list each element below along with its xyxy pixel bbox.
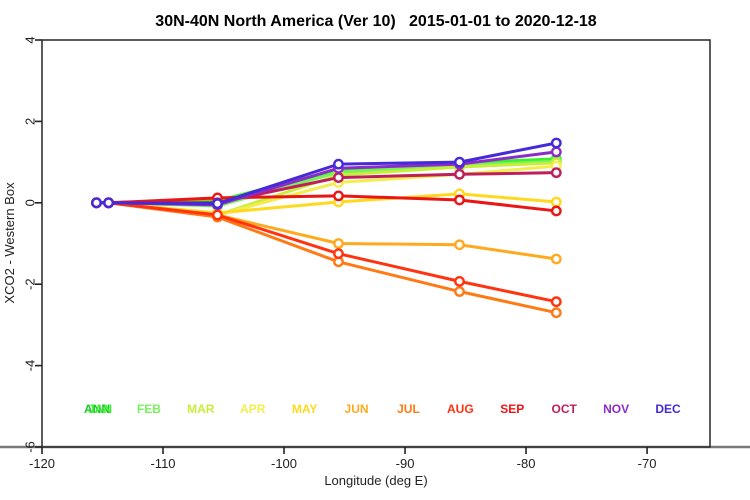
data-point [212, 209, 223, 221]
data-point [550, 253, 562, 265]
data-point [550, 167, 562, 179]
legend-label-jul: JUL [397, 402, 420, 416]
series-aug [91, 197, 562, 308]
series-line-aug [94, 201, 558, 304]
y-tick-label: 0 [22, 199, 37, 206]
y-axis-label: XCO2 - Western Box [2, 182, 17, 304]
data-point [333, 158, 344, 170]
chart-title: 30N-40N North America (Ver 10) 2015-01-0… [155, 13, 597, 30]
x-axis-label: Longitude (deg E) [324, 473, 427, 488]
y-tick-label: -6 [22, 441, 37, 453]
legend-label-oct: OCT [552, 402, 578, 416]
series-line-jul [94, 201, 558, 315]
data-point [454, 168, 465, 180]
legend-label-aug: AUG [447, 402, 474, 416]
data-point [91, 197, 102, 209]
y-tick-label: 2 [22, 118, 37, 125]
data-point [454, 156, 465, 168]
data-point [333, 238, 344, 249]
legend-label-apr: APR [240, 402, 266, 416]
series-jul [91, 197, 562, 319]
data-point [333, 172, 344, 183]
legend-label-nov: NOV [603, 402, 629, 416]
y-tick-label: 4 [22, 36, 37, 43]
data-point [333, 190, 344, 202]
data-point [103, 197, 114, 209]
data-point [550, 205, 562, 217]
data-point [454, 275, 465, 287]
legend-label-feb: FEB [137, 402, 161, 416]
data-point [454, 239, 465, 251]
data-point [550, 196, 562, 208]
legend-label-may: MAY [292, 402, 318, 416]
y-tick-label: -4 [22, 360, 37, 372]
data-point [550, 307, 562, 319]
data-point [550, 296, 562, 308]
axis-ticks: -120 -110 -100 -90 -80 -70 -6 -4 -2 0 2 4 [22, 36, 656, 471]
x-tick-label: -90 [396, 456, 415, 471]
legend-label-jun: JUN [345, 402, 369, 416]
x-tick-label: -70 [638, 456, 657, 471]
data-point [454, 286, 465, 297]
legend-label-jan: JAN [88, 402, 112, 416]
data-point [550, 146, 562, 158]
plot-box [41, 39, 711, 448]
y-tick-label: -2 [22, 278, 37, 290]
x-tick-label: -80 [517, 456, 536, 471]
x-tick-label: -110 [150, 456, 175, 471]
legend-label-dec: DEC [655, 402, 681, 416]
data-point [333, 248, 344, 260]
x-tick-label: -100 [271, 456, 297, 471]
data-series-group [91, 137, 562, 319]
legend-label-ann: ANN [84, 402, 110, 416]
legend-label-sep: SEP [500, 402, 524, 416]
data-point [454, 194, 465, 206]
x-tick-label: -120 [29, 456, 55, 471]
series-dec [91, 137, 562, 210]
legend-label-mar: MAR [187, 402, 215, 416]
data-point [550, 137, 562, 149]
data-point [212, 198, 223, 210]
